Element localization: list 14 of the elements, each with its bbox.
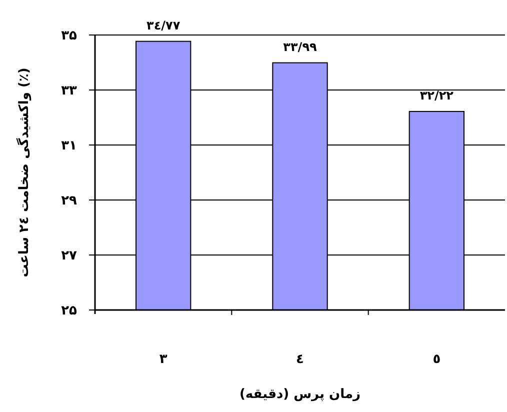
y-tick-label: ۲۵ <box>61 304 78 319</box>
x-axis-title: زمان پرس (دقیقه) <box>239 387 361 402</box>
y-tick-label: ۲۹ <box>61 194 78 209</box>
y-tick-label: ۳۱ <box>61 138 77 154</box>
y-tick-label: ۲۷ <box>61 248 78 264</box>
y-tick-label: ۳۳ <box>61 84 78 99</box>
data-label: ۳۲/۲۲ <box>420 88 454 102</box>
x-tick-label: ۳ <box>159 352 168 367</box>
data-label: ۳۳/۹۹ <box>283 40 318 54</box>
y-axis-title: واکشیدگی ضخامت ٢٤ ساعت (٪) <box>16 68 32 278</box>
y-tick-label: ۳۵ <box>61 28 78 44</box>
data-label: ۳٤/۷۷ <box>146 18 181 32</box>
x-tick-label: ٤ <box>296 352 304 367</box>
x-tick-label: ٥ <box>432 352 441 367</box>
